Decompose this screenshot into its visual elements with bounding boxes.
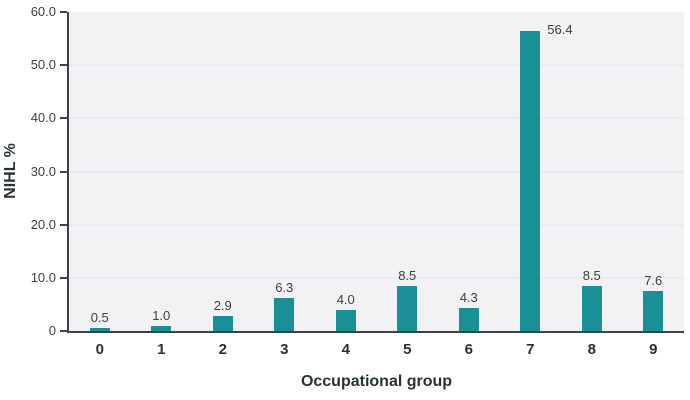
y-tick-label: 50.0 (30, 57, 56, 73)
y-tick-label: 0 (48, 323, 56, 338)
y-tick-mark (60, 64, 67, 67)
bar (581, 286, 602, 331)
gridline (69, 117, 684, 120)
bar (151, 326, 172, 331)
gridline (69, 64, 684, 67)
bar (520, 31, 541, 331)
y-tick-label: 40.0 (30, 110, 56, 126)
gridline (69, 170, 684, 173)
y-tick-mark (60, 276, 67, 279)
bar (643, 291, 664, 331)
x-category-label: 2 (218, 341, 227, 358)
gridline (69, 223, 684, 226)
y-tick-mark (60, 117, 67, 120)
y-axis-title: NIHL % (2, 143, 19, 199)
x-category-label: 3 (280, 341, 289, 358)
x-category-label: 0 (95, 341, 104, 358)
bar-value-label: 4.0 (336, 292, 355, 307)
bar (458, 308, 479, 331)
y-tick-label: 30.0 (30, 163, 56, 179)
x-category-label: 1 (157, 341, 166, 358)
bar-value-label: 8.5 (582, 268, 601, 283)
x-category-label: 9 (649, 341, 658, 358)
bar (335, 310, 356, 331)
x-category-label: 4 (341, 341, 350, 358)
x-category-label: 8 (587, 341, 596, 358)
bar-value-label: 4.3 (459, 290, 478, 305)
y-tick-label: 60.0 (30, 4, 56, 19)
y-axis-line (67, 12, 69, 333)
bar-value-label: 6.3 (275, 280, 294, 295)
bar (274, 298, 295, 331)
bar (212, 316, 233, 331)
bar-value-label: 56.4 (547, 22, 573, 37)
y-tick-mark (60, 11, 67, 13)
gridline (69, 276, 684, 279)
y-tick-mark (60, 170, 67, 173)
bar-value-label: 7.6 (644, 273, 663, 288)
bar (89, 328, 110, 331)
x-axis-line (67, 331, 684, 333)
y-tick-label: 20.0 (30, 216, 56, 232)
x-axis-title: Occupational group (300, 373, 453, 390)
x-category-label: 6 (464, 341, 473, 358)
y-tick-mark (60, 223, 67, 226)
y-tick-label: 10.0 (30, 269, 56, 285)
x-category-label: 7 (526, 341, 535, 358)
bar-value-label: 8.5 (398, 268, 417, 283)
bar-value-label: 1.0 (152, 308, 171, 323)
bar (397, 286, 418, 331)
y-tick-mark (60, 330, 67, 332)
bar-value-label: 0.5 (90, 310, 109, 325)
x-category-label: 5 (403, 341, 412, 358)
bar-value-label: 2.9 (213, 298, 232, 313)
